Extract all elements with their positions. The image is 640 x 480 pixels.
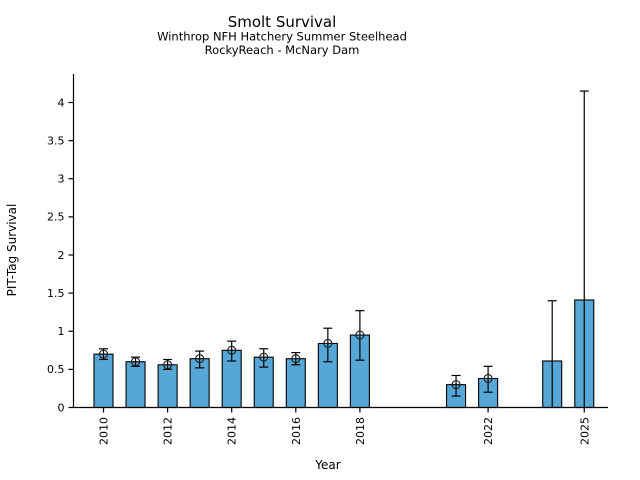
point-marker-2015 bbox=[259, 352, 269, 362]
y-tick-label-0.5: 0.5 bbox=[47, 363, 65, 376]
y-tick-label-4: 4 bbox=[58, 96, 65, 109]
y-tick-label-0: 0 bbox=[58, 401, 65, 414]
plot-area: 0 0.5 1 1.5 2 2.5 3 3.5 4 2010 2012 2014 2016 2018 202… bbox=[47, 74, 608, 445]
y-tick-label-3: 3 bbox=[58, 173, 65, 186]
y-tick-label-1: 1 bbox=[58, 325, 65, 338]
point-marker-2022 bbox=[483, 373, 493, 384]
point-marker-2018 bbox=[355, 330, 365, 340]
y-tick-label-2: 2 bbox=[58, 249, 65, 262]
x-tick-label-2016: 2016 bbox=[290, 417, 303, 445]
point-marker-2012 bbox=[163, 360, 173, 370]
bar-2011 bbox=[125, 361, 146, 409]
y-tick-label-1.5: 1.5 bbox=[47, 287, 65, 300]
bar-2010 bbox=[93, 353, 114, 409]
y-tick-label-2.5: 2.5 bbox=[47, 211, 65, 224]
point-marker-2013 bbox=[195, 354, 205, 364]
y-tick-label-3.5: 3.5 bbox=[47, 134, 65, 147]
chart-title: Smolt Survival bbox=[228, 13, 337, 31]
point-marker-2011 bbox=[131, 357, 141, 367]
x-axis-title: Year bbox=[314, 458, 340, 472]
point-marker-2014 bbox=[227, 345, 237, 355]
point-marker-2021 bbox=[451, 380, 461, 390]
chart-subtitle-line2: RockyReach - McNary Dam bbox=[205, 43, 360, 57]
x-tick-label-2022: 2022 bbox=[482, 417, 495, 445]
bar-2016 bbox=[285, 358, 306, 409]
x-tick-label-2014: 2014 bbox=[226, 417, 239, 445]
x-tick-label-2025: 2025 bbox=[578, 417, 591, 445]
point-marker-2017 bbox=[323, 338, 333, 349]
x-tick-label-2018: 2018 bbox=[354, 417, 367, 445]
point-marker-2016 bbox=[291, 354, 301, 364]
y-axis-title: PIT-Tag Survival bbox=[5, 204, 19, 297]
point-marker-2010 bbox=[98, 349, 109, 359]
bar-2012 bbox=[157, 364, 178, 409]
x-tick-label-2010: 2010 bbox=[98, 417, 111, 445]
x-tick-label-2012: 2012 bbox=[162, 417, 175, 445]
chart-subtitle-line1: Winthrop NFH Hatchery Summer Steelhead bbox=[157, 30, 407, 44]
